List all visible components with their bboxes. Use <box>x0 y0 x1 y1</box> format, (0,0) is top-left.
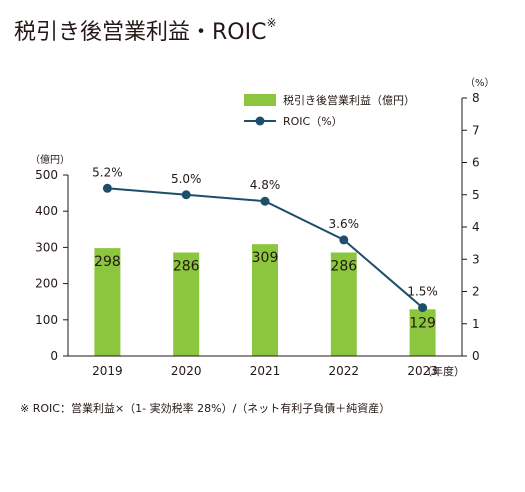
right-tick-label: 2 <box>472 285 480 299</box>
x-tick-label: 2020 <box>171 364 202 378</box>
roic-value-label: 1.5% <box>407 285 438 299</box>
left-tick-label: 500 <box>35 168 58 182</box>
bar <box>173 252 200 356</box>
bar <box>409 309 436 356</box>
right-axis: 0 1 2 3 4 5 6 7 8 （%） <box>461 77 495 363</box>
x-tick-label: 2019 <box>92 364 123 378</box>
legend: 税引き後営業利益（億円） ROIC（%） <box>244 93 415 128</box>
left-tick-label: 100 <box>35 313 58 327</box>
left-axis-unit: （億円） <box>30 153 70 166</box>
x-tick-label: 2022 <box>329 364 360 378</box>
bar-value-label: 286 <box>330 258 357 274</box>
x-tick-label: 2021 <box>250 364 281 378</box>
bar <box>94 248 121 356</box>
roic-point <box>260 196 270 206</box>
bar-value-label: 129 <box>409 315 436 331</box>
legend-bar-swatch <box>244 94 276 106</box>
left-tick-label: 200 <box>35 277 58 291</box>
roic-point <box>418 303 428 313</box>
bar-series: 298 286 309 286 129 <box>94 244 436 356</box>
bar-value-label: 286 <box>173 258 200 274</box>
right-axis-unit: （%） <box>465 77 495 89</box>
roic-value-label: 5.0% <box>171 172 202 186</box>
roic-point <box>339 235 349 245</box>
left-tick-label: 300 <box>35 240 58 254</box>
left-axis: 0 100 200 300 400 500 （億円） <box>30 153 70 363</box>
right-tick-label: 0 <box>472 349 480 363</box>
title-text: 税引き後営業利益・ROIC <box>14 20 267 45</box>
page-title: 税引き後営業利益・ROIC※ <box>14 14 277 46</box>
roic-value-label: 5.2% <box>92 165 123 179</box>
legend-bar-label: 税引き後営業利益（億円） <box>283 93 415 107</box>
right-tick-label: 1 <box>472 317 480 331</box>
roic-point <box>181 190 191 200</box>
x-axis: 2019 2020 2021 2022 2023（年度） <box>68 355 465 378</box>
bar-value-label: 309 <box>252 250 279 266</box>
left-tick-label: 400 <box>35 204 58 218</box>
roic-series: 5.2% 5.0% 4.8% 3.6% 1.5% <box>92 165 438 313</box>
right-tick-label: 7 <box>472 123 480 137</box>
right-tick-label: 4 <box>472 220 480 234</box>
right-tick-label: 8 <box>472 91 480 105</box>
chart: 0 100 200 300 400 500 （億円） 0 1 2 3 4 5 6 7 8 （%） 298 286… <box>30 77 495 378</box>
title-note-mark: ※ <box>266 16 277 30</box>
roic-value-label: 4.8% <box>250 178 281 192</box>
bar <box>252 244 278 356</box>
roic-value-label: 3.6% <box>329 217 360 231</box>
right-tick-label: 5 <box>472 188 480 202</box>
x-axis-unit: （年度） <box>421 364 465 378</box>
x-tick-label: 2023 <box>407 364 438 378</box>
bar-value-label: 298 <box>94 254 121 270</box>
legend-line-label: ROIC（%） <box>283 115 343 128</box>
right-tick-label: 3 <box>472 252 480 266</box>
bar <box>330 252 357 356</box>
left-tick-label: 0 <box>50 349 58 363</box>
right-tick-label: 6 <box>472 156 480 170</box>
roic-point <box>102 183 112 193</box>
footnote: ※ ROIC：営業利益×（1- 実効税率 28%）/（ネット有利子負債＋純資産） <box>20 402 391 415</box>
legend-line-marker <box>255 116 265 126</box>
